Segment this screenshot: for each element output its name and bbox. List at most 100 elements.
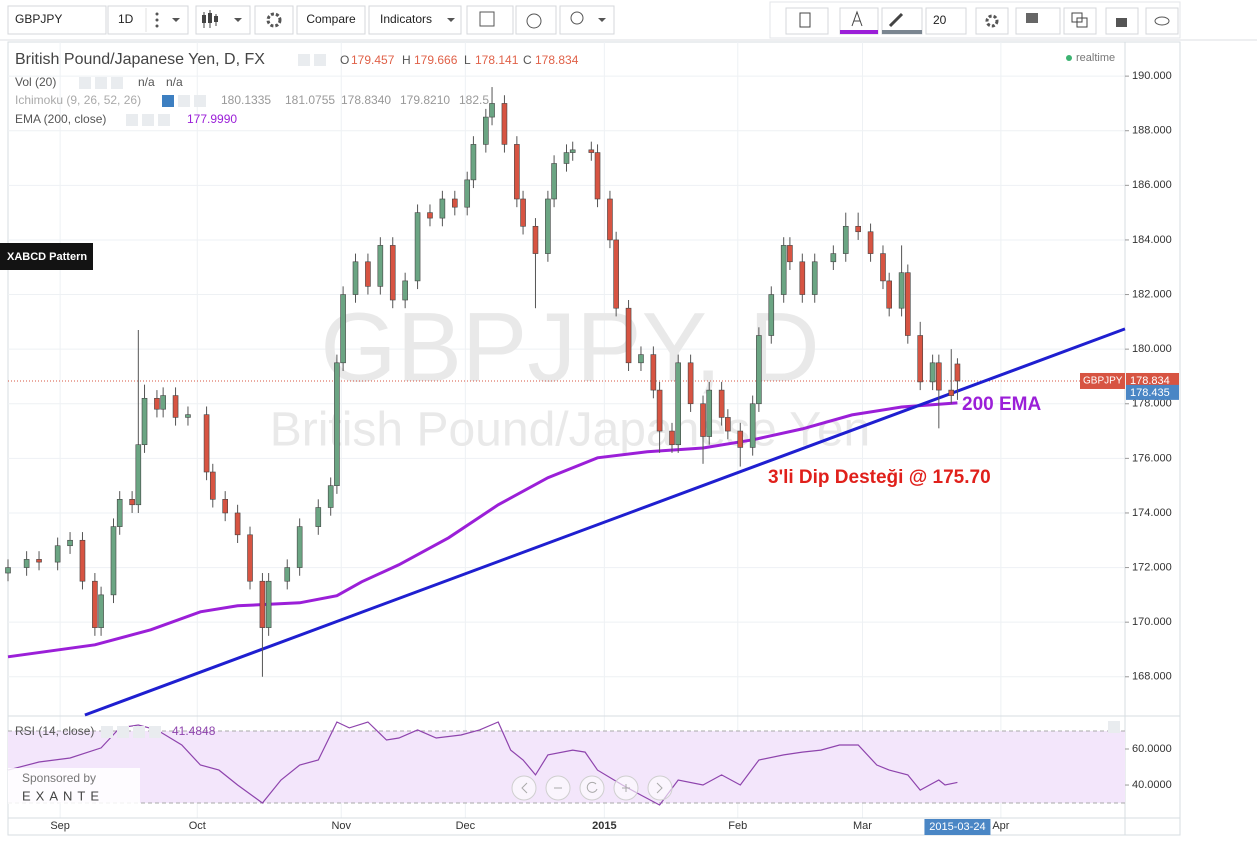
watermark-subtitle: British Pound/Japanese Yen bbox=[270, 404, 870, 457]
visibility-button[interactable] bbox=[1145, 7, 1179, 35]
candle-body bbox=[427, 212, 433, 219]
y-tick-label: 184.000 bbox=[1132, 234, 1172, 246]
scroll-left-button[interactable] bbox=[511, 775, 537, 801]
candle-body bbox=[451, 198, 458, 208]
line-color-swatch bbox=[882, 30, 922, 34]
ideas-button[interactable] bbox=[559, 5, 615, 35]
candle-body bbox=[402, 280, 408, 301]
indicator-value: 180.1335 bbox=[221, 93, 271, 107]
indicator-value: 177.9990 bbox=[187, 112, 237, 126]
symbol-input[interactable]: GBPJPY bbox=[15, 12, 62, 26]
candle-body bbox=[675, 362, 682, 446]
indicator-name: Ichimoku (9, 26, 52, 26) bbox=[15, 93, 141, 107]
candle-body bbox=[234, 512, 241, 536]
icon bbox=[155, 24, 159, 28]
font-size[interactable]: 20 bbox=[933, 13, 947, 27]
icon bbox=[1076, 17, 1088, 28]
icon bbox=[888, 12, 904, 28]
candle-body bbox=[929, 362, 936, 383]
icon bbox=[101, 726, 113, 738]
ohlc-value: 179.666 bbox=[414, 53, 458, 67]
candle-body bbox=[700, 403, 706, 437]
y-tick-label: 60.0000 bbox=[1132, 743, 1172, 755]
icon bbox=[155, 12, 159, 16]
candle-body bbox=[334, 362, 340, 486]
format-button[interactable] bbox=[785, 7, 829, 35]
candle-body bbox=[315, 507, 322, 527]
x-tick-label: 2015 bbox=[592, 820, 616, 832]
y-tick-label: 168.000 bbox=[1132, 671, 1172, 683]
line-color-button[interactable] bbox=[881, 7, 923, 35]
candle-body bbox=[54, 545, 61, 563]
settings-button[interactable] bbox=[254, 5, 294, 35]
marks bbox=[5, 87, 1126, 806]
ohlc-label: O bbox=[340, 53, 349, 67]
candle-body bbox=[470, 144, 477, 181]
candle-body bbox=[842, 225, 849, 254]
candle-body bbox=[92, 580, 98, 628]
candle-body bbox=[725, 417, 731, 432]
candle-body bbox=[594, 152, 601, 200]
candle-body bbox=[160, 395, 166, 410]
indicator-name: EMA (200, close) bbox=[15, 112, 106, 126]
candle-body bbox=[489, 103, 495, 118]
indicator-value: 179.8210 bbox=[400, 93, 450, 107]
reset-button[interactable] bbox=[579, 775, 605, 801]
annotation: 200 EMA bbox=[962, 394, 1041, 415]
compare-label[interactable]: Compare bbox=[306, 12, 356, 26]
icon bbox=[172, 18, 180, 22]
candle-body bbox=[669, 430, 675, 446]
sponsor-name: EXANTE bbox=[22, 788, 104, 803]
candle-body bbox=[389, 245, 396, 301]
candle-body bbox=[905, 272, 911, 336]
sponsor-box[interactable] bbox=[8, 768, 140, 804]
candle-body bbox=[414, 212, 421, 282]
icon bbox=[447, 18, 455, 22]
candle-body bbox=[129, 499, 135, 506]
icon bbox=[526, 13, 542, 29]
x-tick-label: Mar bbox=[853, 820, 872, 832]
candle-body bbox=[811, 261, 818, 295]
x-tick-label: Dec bbox=[456, 820, 476, 832]
scroll-right-button[interactable] bbox=[647, 775, 673, 801]
icon bbox=[202, 15, 206, 23]
candle-body bbox=[5, 567, 11, 574]
y-tick-label: 186.000 bbox=[1132, 179, 1172, 191]
candle-body bbox=[948, 389, 955, 396]
candle-body bbox=[116, 499, 123, 527]
candle-body bbox=[247, 534, 253, 582]
y-tick-label: 188.000 bbox=[1132, 125, 1172, 137]
maximize-button[interactable] bbox=[1108, 721, 1120, 733]
compare-button[interactable] bbox=[296, 5, 366, 35]
text-color-swatch bbox=[840, 30, 878, 34]
icon bbox=[298, 54, 310, 66]
props-button[interactable] bbox=[975, 7, 1009, 35]
x-tick-label: Nov bbox=[331, 820, 351, 832]
alert-button[interactable] bbox=[515, 5, 557, 35]
symbol-box[interactable] bbox=[7, 5, 107, 35]
icon bbox=[142, 114, 154, 126]
candle-body bbox=[185, 414, 191, 418]
icon bbox=[266, 12, 282, 28]
indicator-value: n/a bbox=[138, 75, 155, 89]
icon bbox=[799, 12, 811, 28]
indicators-label[interactable]: Indicators bbox=[380, 12, 432, 26]
interval[interactable]: 1D bbox=[118, 12, 134, 26]
candle-body bbox=[886, 280, 892, 309]
icon bbox=[117, 726, 129, 738]
candle-body bbox=[520, 198, 526, 227]
rsi-line bbox=[7, 721, 958, 806]
icon bbox=[234, 18, 242, 22]
y-tick-label: 180.000 bbox=[1132, 343, 1172, 355]
font-size-box[interactable] bbox=[925, 7, 967, 35]
icon bbox=[570, 11, 584, 25]
indicators-button[interactable] bbox=[368, 5, 462, 35]
candle-body bbox=[737, 430, 744, 448]
candle-body bbox=[23, 559, 30, 568]
clone-button[interactable] bbox=[1063, 7, 1097, 35]
y-tick-label: 172.000 bbox=[1132, 561, 1172, 573]
candle-body bbox=[141, 397, 148, 446]
candle-body bbox=[799, 261, 806, 295]
template-button[interactable] bbox=[466, 5, 514, 35]
